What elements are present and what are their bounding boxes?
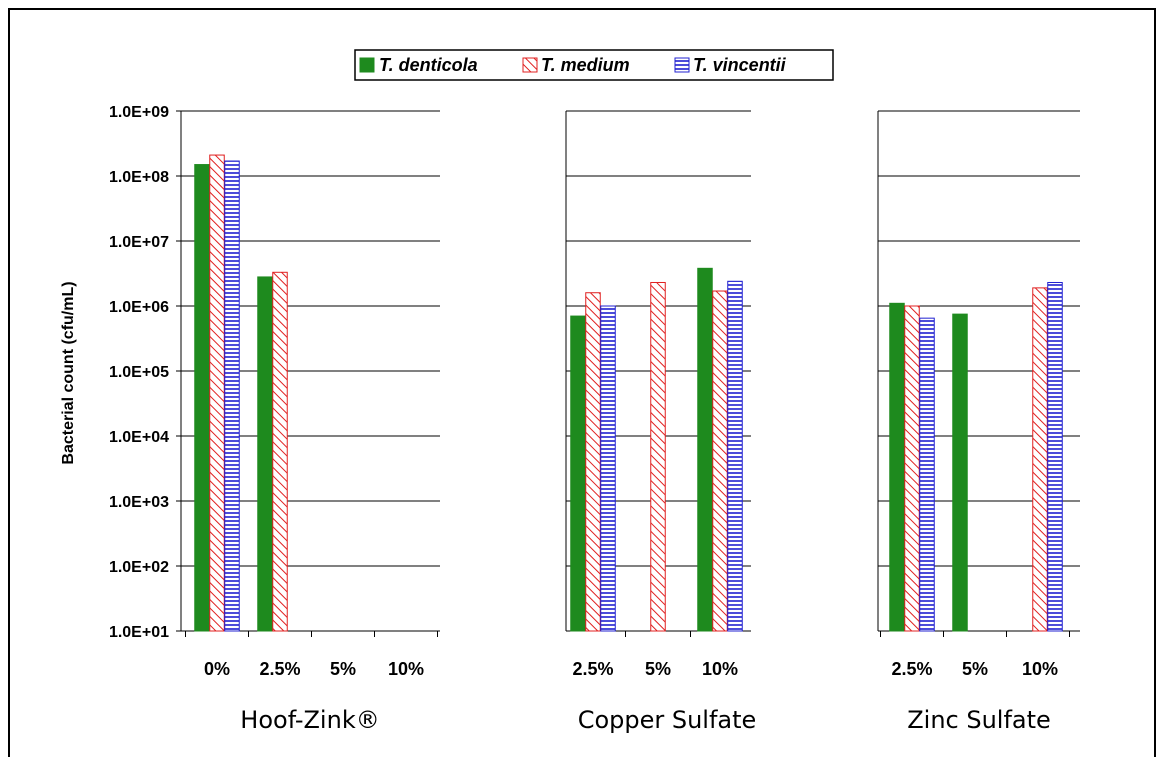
bar-t-denticola xyxy=(570,315,586,632)
x-tick-label: 2.5% xyxy=(572,659,613,679)
bar-t-medium xyxy=(904,305,920,632)
y-tick-label: 1.0E+07 xyxy=(109,234,169,251)
bar-t-denticola xyxy=(952,313,968,632)
legend-label-t-medium: T. medium xyxy=(541,55,630,75)
bar-t-medium xyxy=(712,290,728,632)
legend-swatch-t-vincentii xyxy=(674,57,690,73)
x-tick-label: 5% xyxy=(645,659,671,679)
panel-title: Hoof-Zink® xyxy=(240,706,379,734)
legend-box xyxy=(354,49,834,81)
x-tick-label: 10% xyxy=(1022,659,1058,679)
x-tick-label: 10% xyxy=(702,659,738,679)
bar-t-vincentii xyxy=(1047,281,1063,632)
bar-t-vincentii xyxy=(919,317,935,632)
legend: T. denticola T. medium T. vincentii xyxy=(354,49,834,81)
x-tick-label: 5% xyxy=(962,659,988,679)
x-tick-label: 0% xyxy=(204,659,230,679)
bar-t-vincentii xyxy=(727,280,743,632)
y-tick-label: 1.0E+01 xyxy=(109,624,169,641)
y-tick-label: 1.0E+02 xyxy=(109,559,169,576)
y-tick-label: 1.0E+05 xyxy=(109,364,169,381)
legend-swatch-t-medium xyxy=(522,57,538,73)
bar-t-denticola xyxy=(257,276,273,632)
y-axis-label: Bacterial count (cfu/mL) xyxy=(60,281,77,464)
x-tick-label: 2.5% xyxy=(259,659,300,679)
y-tick-label: 1.0E+06 xyxy=(109,299,169,316)
bar-t-denticola xyxy=(697,267,713,632)
bar-t-vincentii xyxy=(224,160,240,632)
bar-t-medium xyxy=(585,292,601,632)
x-tick-label: 2.5% xyxy=(891,659,932,679)
plot-area: 1.0E+01 1.0E+02 1.0E+03 1.0E+04 1.0E+05 1.0E+… xyxy=(109,104,1080,734)
bar-t-medium xyxy=(209,154,225,632)
legend-swatch-t-denticola xyxy=(359,57,375,73)
bar-t-medium xyxy=(272,271,288,632)
x-tick-label: 10% xyxy=(388,659,424,679)
legend-label-t-vincentii: T. vincentii xyxy=(693,55,787,75)
bar-t-denticola xyxy=(889,302,905,632)
panel-title: Zinc Sulfate xyxy=(907,706,1051,734)
y-tick-label: 1.0E+04 xyxy=(109,429,169,446)
y-tick-label: 1.0E+09 xyxy=(109,104,169,121)
bar-t-vincentii xyxy=(600,305,616,632)
y-tick-label: 1.0E+08 xyxy=(109,169,169,186)
bar-t-denticola xyxy=(194,164,210,632)
chart-frame xyxy=(8,8,1156,757)
y-tick-label: 1.0E+03 xyxy=(109,494,169,511)
legend-label-t-denticola: T. denticola xyxy=(379,55,478,75)
bar-t-medium xyxy=(650,281,666,632)
bar-t-medium xyxy=(1032,287,1048,632)
x-tick-label: 5% xyxy=(330,659,356,679)
panel-title: Copper Sulfate xyxy=(578,706,757,734)
